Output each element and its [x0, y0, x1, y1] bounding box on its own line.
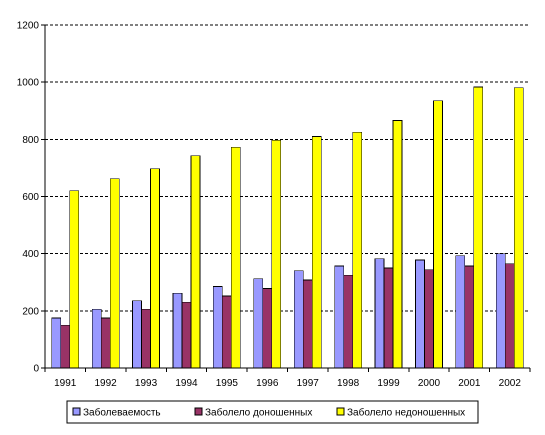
legend-box: [66, 400, 479, 424]
bar: [293, 270, 304, 369]
bar: [190, 155, 201, 369]
bar: [181, 301, 192, 369]
legend-swatch: [194, 407, 203, 416]
legend-swatch: [72, 407, 81, 416]
grid-lines: [45, 24, 530, 312]
bar: [60, 324, 71, 369]
bar: [343, 275, 353, 369]
x-tick-label: 2002: [499, 378, 522, 389]
bar: [374, 258, 385, 369]
axes: 0 200 400 600 800 1000 1200 1991 1992 1993 1994 199…: [17, 21, 531, 389]
x-tick-label: 1994: [175, 378, 198, 389]
bar: [311, 136, 322, 369]
bar: [132, 300, 142, 369]
legend-label: Заболеваемость: [83, 407, 161, 419]
bar: [513, 87, 524, 369]
bar: [91, 309, 102, 369]
x-tick-label: 1998: [337, 378, 360, 389]
y-tick-label: 400: [22, 249, 39, 260]
bar: [352, 131, 362, 369]
bar: [504, 263, 515, 369]
bar: [51, 317, 62, 369]
bar: [383, 267, 394, 369]
bar: [109, 178, 120, 369]
bar: [172, 292, 183, 369]
bar: [69, 190, 80, 369]
x-tick-label: 1997: [297, 378, 320, 389]
y-tick-label: 200: [22, 306, 39, 317]
legend: Заболеваемость Заболело доношенных Заболел…: [66, 400, 479, 424]
bar: [334, 265, 344, 369]
bar: [415, 259, 425, 369]
bar: [455, 255, 466, 369]
bar: [150, 168, 160, 369]
bar: [100, 317, 111, 369]
x-tick-label: 1992: [95, 378, 118, 389]
y-tick-label: 1000: [17, 78, 40, 89]
bar: [424, 269, 434, 369]
y-tick-label: 1200: [17, 21, 40, 32]
legend-label: Заболело доношенных: [205, 407, 312, 419]
bar: [262, 288, 273, 369]
x-tick-label: 1995: [216, 378, 239, 389]
x-tick-label: 2001: [458, 378, 481, 389]
y-tick-label: 0: [33, 364, 39, 375]
x-tick-label: 1996: [256, 378, 279, 389]
bar: [271, 139, 282, 369]
bar: [141, 309, 151, 369]
legend-label: Заболело недоношенных: [347, 407, 465, 419]
y-tick-label: 600: [22, 192, 39, 203]
x-tick-label: 1999: [377, 378, 400, 389]
bar: [464, 265, 475, 369]
bar: [433, 100, 443, 369]
bar: [222, 295, 232, 369]
x-tick-label: 2000: [418, 378, 441, 389]
bars: [51, 86, 524, 369]
bar: [473, 86, 484, 369]
legend-swatch: [336, 407, 345, 416]
bar: [495, 253, 506, 369]
bar: [392, 120, 403, 369]
bar: [302, 279, 313, 369]
x-tick-label: 1991: [54, 378, 77, 389]
bar: [213, 286, 223, 369]
bar: [253, 278, 264, 369]
bar: [231, 146, 241, 369]
x-tick-label: 1993: [135, 378, 158, 389]
y-tick-label: 800: [22, 135, 39, 146]
